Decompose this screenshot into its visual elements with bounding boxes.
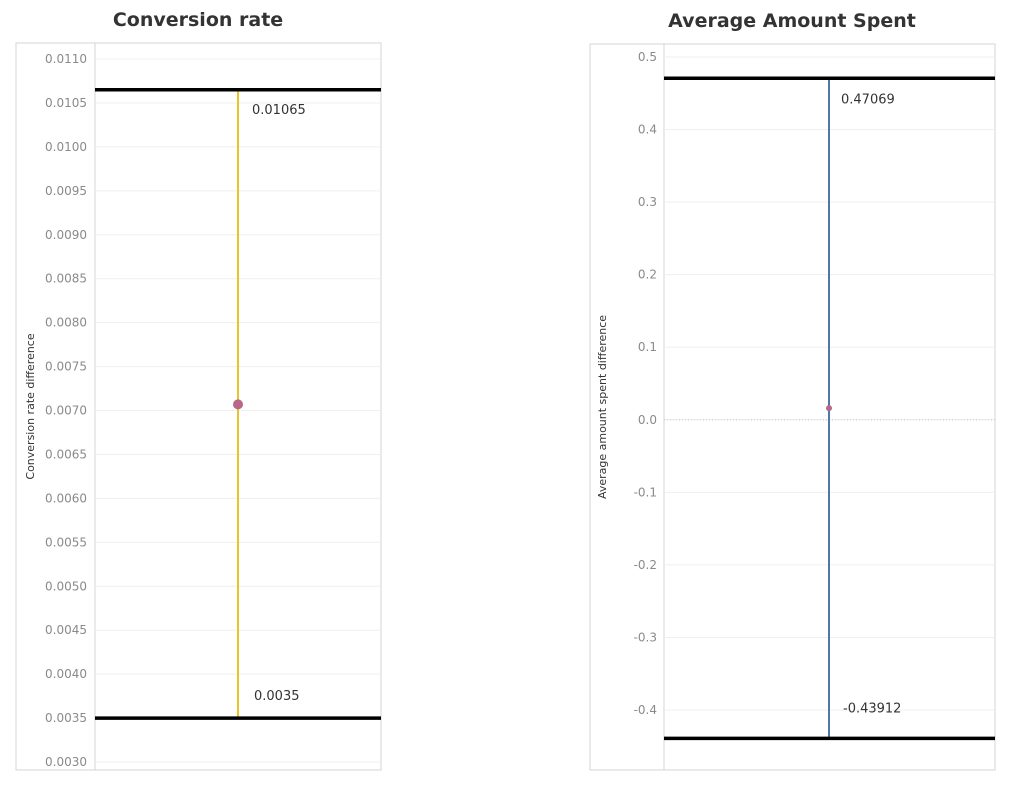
chart-1-lower-label: 0.0035 <box>254 689 300 704</box>
chart-2-y-tick-label: 0.0 <box>638 413 657 427</box>
chart-2-y-tick-label: -0.1 <box>634 485 657 499</box>
chart-1-y-tick-label: 0.0050 <box>45 579 87 593</box>
chart-1-y-tick-label: 0.0045 <box>45 623 87 637</box>
chart-2-upper-label: 0.47069 <box>841 92 895 107</box>
chart-2-y-tick-label: -0.4 <box>634 703 657 717</box>
chart-1-y-tick-label: 0.0070 <box>45 404 87 418</box>
chart-1-y-tick-label: 0.0055 <box>45 535 87 549</box>
chart-1-y-tick-label: 0.0090 <box>45 228 87 242</box>
chart-1-y-tick-label: 0.0110 <box>45 52 87 66</box>
chart-2-y-tick-label: -0.2 <box>634 558 657 572</box>
chart-2-y-tick-label: 0.2 <box>638 268 657 282</box>
chart-2-y-tick-label: 0.1 <box>638 340 657 354</box>
chart-2-y-tick-label: 0.3 <box>638 195 657 209</box>
chart-1-y-tick-label: 0.0095 <box>45 184 87 198</box>
chart-1-point-estimate <box>233 399 243 410</box>
chart-1-y-tick-label: 0.0080 <box>45 316 87 330</box>
chart-2-y-axis-title: Average amount spent difference <box>596 315 609 499</box>
chart-1-y-tick-label: 0.0040 <box>45 667 87 681</box>
chart-2-y-tick-label: 0.5 <box>638 50 657 64</box>
chart-1-y-tick-label: 0.0075 <box>45 360 87 374</box>
chart-1-y-tick-label: 0.0065 <box>45 447 87 461</box>
chart-2-point-estimate <box>826 405 832 412</box>
chart-1-frame <box>15 42 382 771</box>
chart-1-y-tick-label: 0.0105 <box>45 96 87 110</box>
chart-2-frame <box>589 43 996 771</box>
chart-2-y-tick-label: 0.4 <box>638 123 657 137</box>
chart-1-title: Conversion rate <box>112 9 284 31</box>
chart-1-y-axis-title: Conversion rate difference <box>24 333 37 479</box>
chart-1-y-tick-label: 0.0035 <box>45 711 87 725</box>
chart-2-y-tick-label: -0.3 <box>634 630 657 644</box>
chart-1-y-tick-label: 0.0030 <box>45 755 87 769</box>
chart-1-y-tick-label: 0.0100 <box>45 140 87 154</box>
chart-1-y-tick-label: 0.0085 <box>45 272 87 286</box>
chart-1-y-tick-label: 0.0060 <box>45 491 87 505</box>
chart-2-lower-label: -0.43912 <box>843 701 901 716</box>
chart-1-upper-label: 0.01065 <box>252 103 306 118</box>
chart-2-title: Average Amount Spent <box>668 10 916 32</box>
